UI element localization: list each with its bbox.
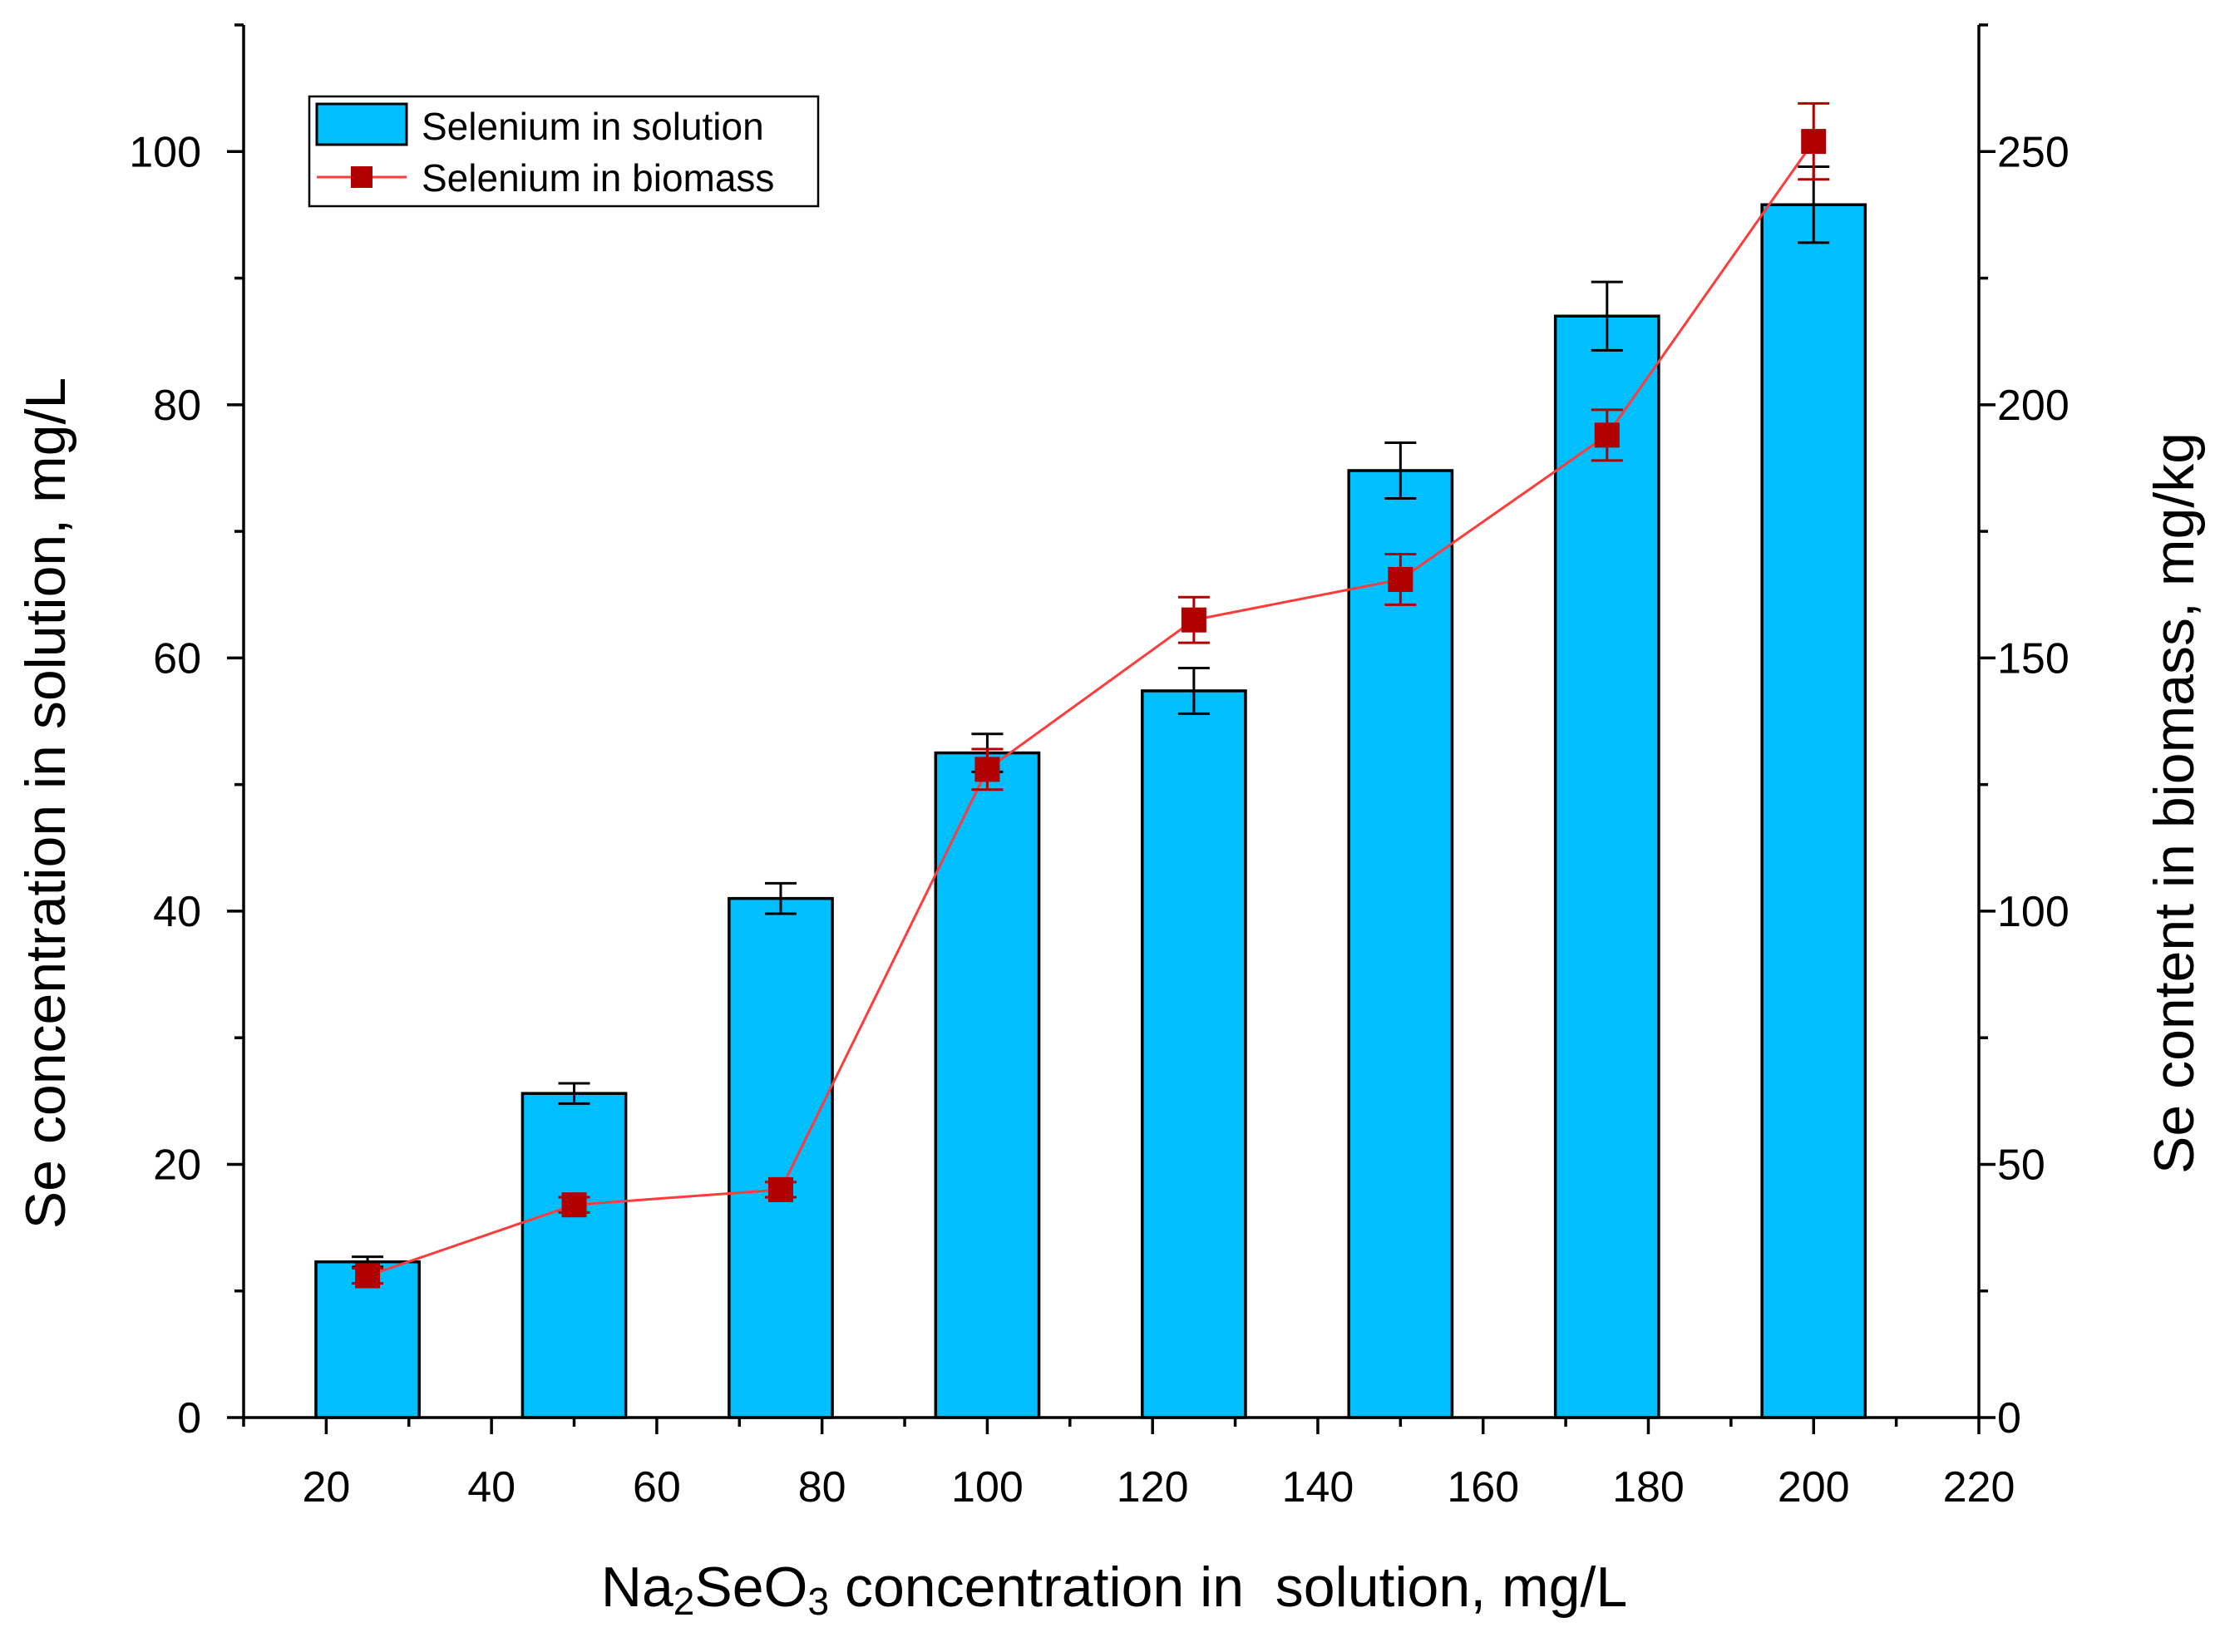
axes-layer xyxy=(242,25,1981,1419)
biomass-line xyxy=(367,141,1815,1277)
x-tick-label: 120 xyxy=(1117,1463,1189,1511)
legend-swatch-bar xyxy=(315,102,408,146)
x-tick-label: 200 xyxy=(1778,1463,1850,1511)
x-tick-label: 40 xyxy=(467,1463,516,1511)
x-axis-title: Na2SeO3 concentration in solution, mg/L xyxy=(601,1556,1627,1623)
biomass-point xyxy=(767,1176,793,1202)
y-left-tick-label: 80 xyxy=(153,382,201,430)
x-tick-label: 180 xyxy=(1612,1463,1685,1511)
biomass-point xyxy=(1594,422,1620,448)
bar xyxy=(728,896,834,1419)
y-left-tick-label: 100 xyxy=(129,128,201,176)
bar xyxy=(520,1092,628,1419)
x-tick-label: 140 xyxy=(1282,1463,1354,1511)
biomass-point xyxy=(1181,607,1206,633)
bar xyxy=(934,751,1041,1419)
y-left-tick-label: 40 xyxy=(153,888,201,936)
bar xyxy=(1141,689,1247,1419)
bar xyxy=(1760,203,1867,1419)
legend: Selenium in solution Selenium in biomass xyxy=(308,95,820,208)
biomass-point xyxy=(1801,129,1827,155)
x-tick-label: 160 xyxy=(1447,1463,1519,1511)
y-right-tick-label: 100 xyxy=(1997,888,2070,936)
y-right-tick-label: 250 xyxy=(1997,128,2070,176)
y-left-tick-label: 60 xyxy=(153,634,201,683)
x-tick-label: 20 xyxy=(302,1463,350,1511)
bar xyxy=(1553,314,1660,1419)
y-left-tick-label: 20 xyxy=(153,1141,201,1189)
y-right-tick-label: 0 xyxy=(1997,1394,2021,1442)
x-tick-label: 100 xyxy=(951,1463,1024,1511)
y-right-tick-label: 50 xyxy=(1997,1141,2045,1189)
legend-label-biomass: Selenium in biomass xyxy=(422,156,774,200)
bar-error-bar xyxy=(1384,441,1417,500)
y-right-tick-label: 150 xyxy=(1997,634,2070,683)
x-tick-label: 60 xyxy=(633,1463,681,1511)
y-right-tick-label: 200 xyxy=(1997,382,2070,430)
x-tick-label: 220 xyxy=(1943,1463,2015,1511)
bars-layer xyxy=(314,203,1867,1419)
legend-swatch-marker xyxy=(351,166,372,188)
bar-error-bar xyxy=(764,881,797,915)
line-layer xyxy=(352,101,1830,1289)
y-right-axis-title: Se content in biomass, mg/kg xyxy=(2143,432,2206,1174)
bar-error-bar xyxy=(1177,667,1210,715)
legend-label-solution: Selenium in solution xyxy=(422,105,764,148)
x-tick-label: 80 xyxy=(798,1463,846,1511)
y-left-tick-label: 0 xyxy=(177,1394,201,1442)
ticks-layer: 20 40 60 80 100 120 140 160 180 200 220 0 20 40 60 80 10… xyxy=(129,23,2070,1511)
biomass-point xyxy=(1388,566,1413,592)
bar-error-bar xyxy=(558,1082,590,1105)
bar-error-bar xyxy=(1591,280,1623,352)
biomass-point xyxy=(974,757,1000,782)
biomass-point xyxy=(355,1263,381,1289)
y-left-axis-title: Se concentration in solution, mg/L xyxy=(14,377,77,1229)
bar xyxy=(1347,469,1454,1419)
biomass-point xyxy=(561,1192,587,1218)
